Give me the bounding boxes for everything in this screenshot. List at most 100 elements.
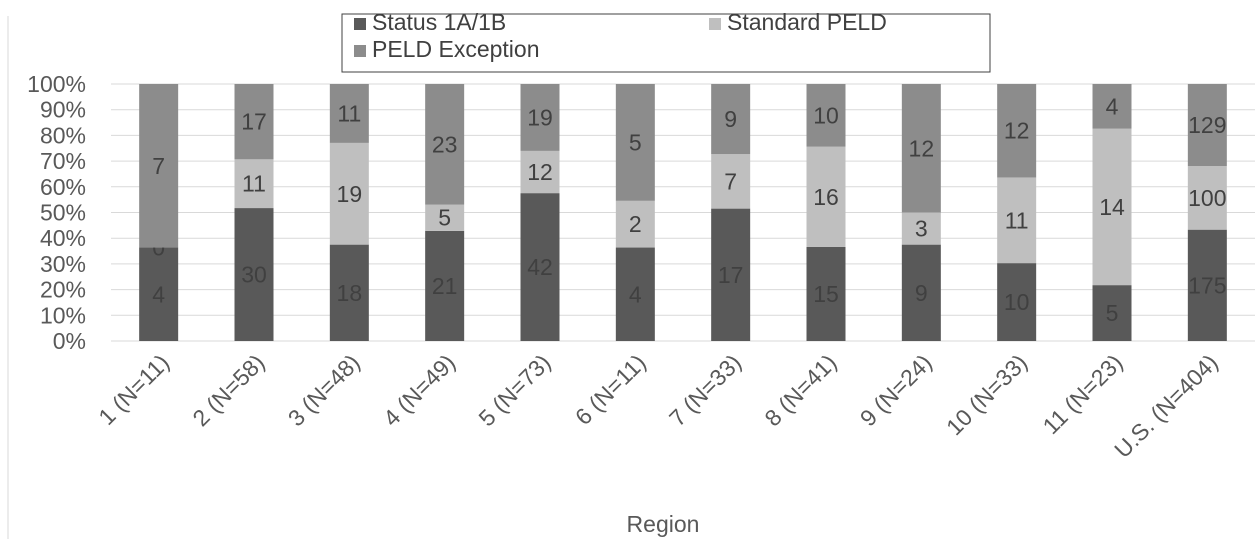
bar-segment bbox=[520, 84, 560, 151]
y-tick-label: 80% bbox=[40, 122, 86, 148]
y-tick-label: 90% bbox=[40, 97, 86, 123]
data-label: 4 bbox=[1106, 93, 1119, 119]
x-tick-label: 8 (N=41) bbox=[759, 349, 841, 431]
data-label: 16 bbox=[813, 184, 839, 210]
bar-segment bbox=[1092, 285, 1132, 341]
bar-segment bbox=[329, 244, 369, 341]
cropped-title-strip bbox=[0, 0, 1255, 16]
bar-segment bbox=[234, 159, 274, 209]
y-tick-label: 40% bbox=[40, 225, 86, 251]
data-label: 10 bbox=[1004, 289, 1030, 315]
bar-segment bbox=[139, 84, 179, 248]
bar-segment bbox=[520, 193, 560, 341]
bar-segment bbox=[997, 263, 1037, 341]
bar-segment bbox=[1187, 84, 1227, 167]
legend-swatch bbox=[354, 45, 366, 57]
data-label: 21 bbox=[432, 273, 458, 299]
bar-segment bbox=[520, 150, 560, 194]
data-label: 10 bbox=[813, 102, 839, 128]
x-tick-label: 11 (N=23) bbox=[1038, 349, 1128, 439]
y-tick-label: 0% bbox=[53, 328, 86, 354]
data-label: 7 bbox=[152, 153, 165, 179]
data-label: 11 bbox=[1005, 207, 1029, 233]
x-axis-title: Region bbox=[627, 511, 700, 537]
data-label: 129 bbox=[1188, 112, 1226, 138]
legend: Status 1A/1B Standard PELD PELD Exception bbox=[341, 9, 991, 73]
legend-entry: Status 1A/1B bbox=[372, 9, 506, 35]
data-label: 5 bbox=[438, 205, 451, 231]
bar-segment bbox=[1187, 166, 1227, 230]
data-label: 11 bbox=[337, 100, 361, 126]
data-label: 19 bbox=[527, 104, 553, 130]
x-tick-label: 1 (N=11) bbox=[93, 349, 174, 430]
bar-segment bbox=[806, 146, 846, 247]
bar-segment bbox=[615, 200, 655, 248]
data-label: 12 bbox=[909, 135, 935, 161]
bar-segment bbox=[1092, 84, 1132, 129]
data-label: 3 bbox=[915, 216, 928, 242]
data-label: 19 bbox=[337, 181, 363, 207]
bar-segment bbox=[234, 84, 274, 160]
bar-segment bbox=[615, 247, 655, 341]
x-axis: 1 (N=11) 2 (N=58) 3 (N=48) 4 (N=49) 5 (N=73)… bbox=[93, 349, 1223, 463]
bar-segment bbox=[329, 142, 369, 245]
data-label: 42 bbox=[527, 254, 553, 280]
data-label: 12 bbox=[527, 159, 553, 185]
x-tick-label: 6 (N=11) bbox=[570, 349, 651, 430]
data-label: 2 bbox=[629, 211, 642, 237]
bar-segment bbox=[901, 212, 941, 245]
data-label: 9 bbox=[724, 106, 737, 132]
gridlines bbox=[111, 83, 1255, 342]
bar-segment bbox=[139, 247, 179, 341]
bar-segment bbox=[806, 84, 846, 147]
data-label: 5 bbox=[629, 129, 642, 155]
y-tick-label: 70% bbox=[40, 148, 86, 174]
bar-segment bbox=[425, 204, 465, 231]
x-tick-label: 4 (N=49) bbox=[378, 349, 460, 431]
y-axis: 0%10%20%30%40%50%60%70%80%90%100% bbox=[27, 71, 86, 354]
bar-segment bbox=[329, 84, 369, 143]
x-tick-label: 3 (N=48) bbox=[283, 349, 365, 431]
bar-segment bbox=[234, 208, 274, 341]
data-label: 23 bbox=[432, 131, 458, 157]
legend-swatch bbox=[709, 18, 721, 30]
data-label: 30 bbox=[241, 262, 267, 288]
x-tick-label: 5 (N=73) bbox=[473, 349, 555, 431]
y-tick-label: 20% bbox=[40, 277, 86, 303]
bar-segment bbox=[901, 244, 941, 341]
data-label: 9 bbox=[915, 280, 928, 306]
bars: 4073011171819112152342121942517791516109… bbox=[139, 84, 1227, 341]
data-label: 11 bbox=[242, 171, 266, 197]
bar-segment bbox=[615, 84, 655, 201]
bar-segment bbox=[425, 230, 465, 341]
data-label: 14 bbox=[1099, 194, 1125, 220]
data-label: 5 bbox=[1106, 300, 1119, 326]
bar-segment bbox=[901, 84, 941, 213]
data-label: 15 bbox=[813, 281, 839, 307]
bar-segment bbox=[711, 84, 751, 155]
data-label: 175 bbox=[1188, 272, 1226, 298]
y-tick-label: 100% bbox=[27, 71, 86, 97]
bar-segment bbox=[711, 208, 751, 341]
legend-entry: PELD Exception bbox=[372, 36, 539, 62]
y-tick-label: 10% bbox=[40, 302, 86, 328]
data-label: 7 bbox=[724, 168, 737, 194]
x-tick-label: 7 (N=33) bbox=[664, 349, 746, 431]
bar-segment bbox=[1092, 128, 1132, 286]
legend-entry: Standard PELD bbox=[727, 9, 887, 35]
legend-box bbox=[341, 13, 991, 73]
x-tick-label: 9 (N=24) bbox=[855, 349, 937, 431]
bar-segment bbox=[997, 84, 1037, 178]
data-label: 18 bbox=[337, 280, 363, 306]
bar-segment bbox=[425, 84, 465, 205]
legend-swatch bbox=[354, 18, 366, 30]
data-label: 17 bbox=[241, 109, 267, 135]
x-tick-label: 2 (N=58) bbox=[187, 349, 269, 431]
data-label: 100 bbox=[1188, 185, 1226, 211]
data-label: 4 bbox=[629, 281, 642, 307]
bar-segment bbox=[1187, 229, 1227, 341]
bar-segment bbox=[997, 177, 1037, 264]
y-tick-label: 60% bbox=[40, 174, 86, 200]
